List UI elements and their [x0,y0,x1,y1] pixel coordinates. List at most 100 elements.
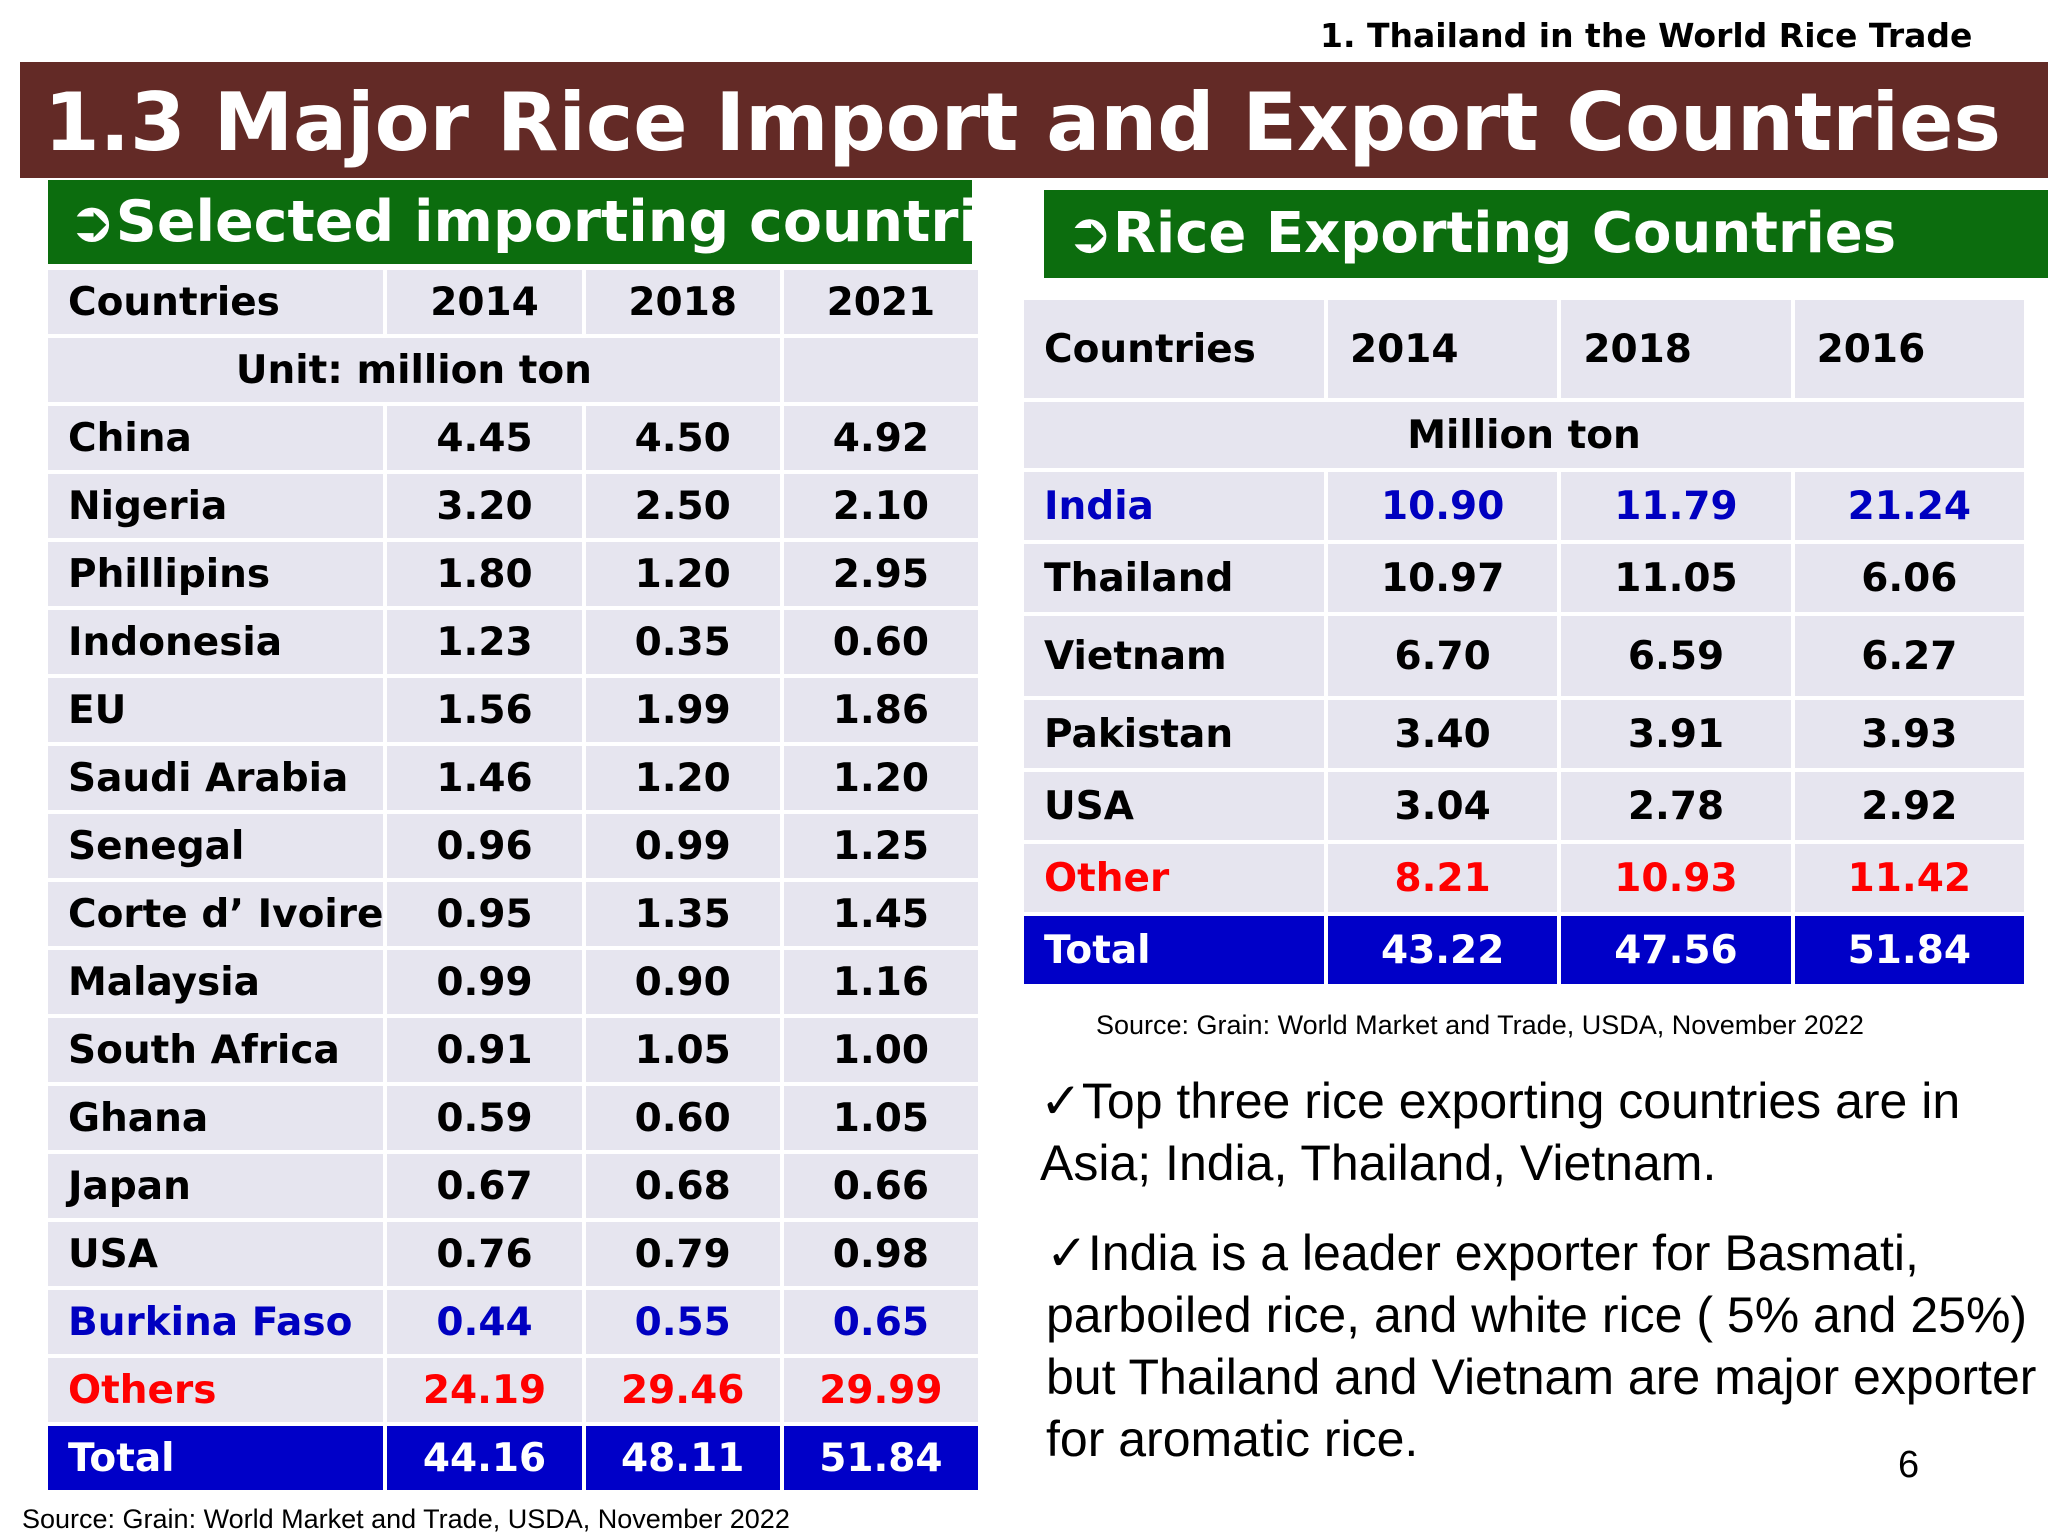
total-value: 51.84 [1794,916,2024,984]
header-countries: Countries [48,270,384,334]
table-row: Indonesia 1.23 0.35 0.60 [48,610,978,674]
value-cell: 2.78 [1561,772,1791,840]
value-cell: 3.04 [1328,772,1558,840]
value-cell: 0.65 [783,1290,978,1354]
country-name: Others [48,1358,384,1422]
value-cell: 0.79 [585,1222,780,1286]
value-cell: 24.19 [387,1358,582,1422]
header-year: 2021 [783,270,978,334]
header-year: 2018 [1561,300,1791,398]
value-cell: 1.56 [387,678,582,742]
country-name: China [48,406,384,470]
country-name: Saudi Arabia [48,746,384,810]
table-row: USA 0.76 0.79 0.98 [48,1222,978,1286]
value-cell: 2.10 [783,474,978,538]
total-value: 44.16 [387,1426,582,1490]
value-cell: 1.20 [585,542,780,606]
header-year: 2014 [387,270,582,334]
table-row: Others 24.19 29.46 29.99 [48,1358,978,1422]
country-name: USA [48,1222,384,1286]
country-name: Burkina Faso [48,1290,384,1354]
table-row: South Africa 0.91 1.05 1.00 [48,1018,978,1082]
value-cell: 0.90 [585,950,780,1014]
value-cell: 1.00 [783,1018,978,1082]
value-cell: 2.50 [585,474,780,538]
country-name: Thailand [1024,544,1324,612]
country-name: Malaysia [48,950,384,1014]
value-cell: 0.99 [387,950,582,1014]
value-cell: 0.59 [387,1086,582,1150]
value-cell: 6.70 [1328,616,1558,696]
title-bar: 1.3 Major Rice Import and Export Countri… [20,62,2048,178]
exporting-header-row: Countries 2014 2018 2016 [1024,300,2024,398]
value-cell: 0.60 [783,610,978,674]
value-cell: 3.93 [1794,700,2024,768]
value-cell: 1.20 [783,746,978,810]
value-cell: 3.40 [1328,700,1558,768]
value-cell: 0.67 [387,1154,582,1218]
table-row: Pakistan 3.40 3.91 3.93 [1024,700,2024,768]
country-name: Ghana [48,1086,384,1150]
value-cell: 10.93 [1561,844,1791,912]
value-cell: 1.20 [585,746,780,810]
value-cell: 1.45 [783,882,978,946]
table-row: Corte d’ Ivoire 0.95 1.35 1.45 [48,882,978,946]
note-top-three: ✓Top three rice exporting countries are … [1040,1073,1961,1191]
value-cell: 11.05 [1561,544,1791,612]
value-cell: 10.97 [1328,544,1558,612]
table-row: Vietnam 6.70 6.59 6.27 [1024,616,2024,696]
importing-unit-row: Unit: million ton [48,338,978,402]
value-cell: 11.42 [1794,844,2024,912]
total-label: Total [1024,916,1324,984]
value-cell: 0.68 [585,1154,780,1218]
value-cell: 1.05 [585,1018,780,1082]
country-name: Corte d’ Ivoire [48,882,384,946]
value-cell: 1.05 [783,1086,978,1150]
exporting-source: Source: Grain: World Market and Trade, U… [1096,1010,1864,1040]
value-cell: 0.95 [387,882,582,946]
header-countries: Countries [1024,300,1324,398]
total-value: 47.56 [1561,916,1791,984]
table-row: Ghana 0.59 0.60 1.05 [48,1086,978,1150]
value-cell: 4.45 [387,406,582,470]
value-cell: 0.60 [585,1086,780,1150]
slide-title: 1.3 Major Rice Import and Export Countri… [44,76,2001,169]
value-cell: 0.76 [387,1222,582,1286]
total-value: 51.84 [783,1426,978,1490]
value-cell: 29.99 [783,1358,978,1422]
value-cell: 6.27 [1794,616,2024,696]
exporting-table: Countries 2014 2018 2016 Million ton Ind… [1020,296,2028,988]
value-cell: 0.44 [387,1290,582,1354]
section-label: 1. Thailand in the World Rice Trade [1320,16,1973,55]
value-cell: 10.90 [1328,472,1558,540]
table-row: Burkina Faso 0.44 0.55 0.65 [48,1290,978,1354]
exporting-heading-text: Rice Exporting Countries [1112,201,1897,266]
country-name: USA [1024,772,1324,840]
table-row: USA 3.04 2.78 2.92 [1024,772,2024,840]
empty-cell [783,338,978,402]
importing-table: Countries 2014 2018 2021 Unit: million t… [44,266,982,1494]
value-cell: 0.99 [585,814,780,878]
header-year: 2016 [1794,300,2024,398]
value-cell: 3.91 [1561,700,1791,768]
value-cell: 3.20 [387,474,582,538]
exporting-unit-row: Million ton [1024,402,2024,468]
country-name: Japan [48,1154,384,1218]
importing-heading-text: Selected importing countries [115,189,1051,255]
table-row: EU 1.56 1.99 1.86 [48,678,978,742]
unit-label: Million ton [1024,402,2024,468]
value-cell: 4.92 [783,406,978,470]
total-value: 48.11 [585,1426,780,1490]
value-cell: 1.80 [387,542,582,606]
importing-header-row: Countries 2014 2018 2021 [48,270,978,334]
value-cell: 1.23 [387,610,582,674]
note-india-leader: ✓India is a leader exporter for Basmati,… [1046,1225,2037,1467]
table-row: Thailand 10.97 11.05 6.06 [1024,544,2024,612]
total-label: Total [48,1426,384,1490]
value-cell: 8.21 [1328,844,1558,912]
country-name: EU [48,678,384,742]
table-row: Phillipins 1.80 1.20 2.95 [48,542,978,606]
value-cell: 21.24 [1794,472,2024,540]
table-row: India 10.90 11.79 21.24 [1024,472,2024,540]
value-cell: 0.98 [783,1222,978,1286]
